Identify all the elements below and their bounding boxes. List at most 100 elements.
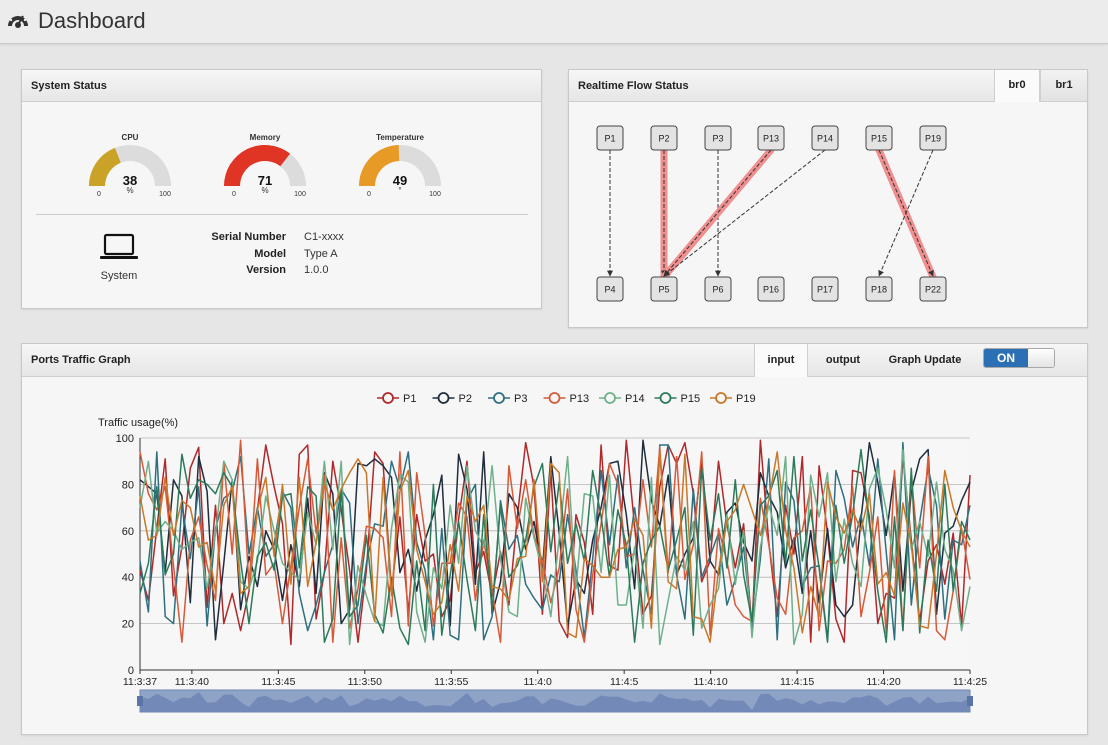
legend-label-p19: P19 <box>736 393 756 405</box>
port-box-p4 <box>596 276 624 302</box>
tab-input[interactable]: input <box>754 344 808 377</box>
version-value: 1.0.0 <box>304 264 329 276</box>
gauge-min: 0 <box>232 191 236 198</box>
graph-update-label: Graph Update <box>888 354 962 366</box>
port-label-p4: P4 <box>604 285 615 295</box>
x-tick-label: 11:3:37 <box>123 676 157 688</box>
x-tick-label: 11:3:55 <box>434 676 468 688</box>
port-box-p3 <box>704 125 732 151</box>
gauge-min: 0 <box>97 191 101 198</box>
toggle-knob[interactable] <box>1028 349 1054 367</box>
port-box-p18 <box>865 276 893 302</box>
legend-marker-p14 <box>604 392 616 404</box>
serial-number-value: C1-xxxx <box>304 231 344 243</box>
x-tick-label: 11:4:25 <box>953 676 987 688</box>
model-value: Type A <box>304 248 338 260</box>
y-tick-label: 80 <box>122 479 134 491</box>
cpu-gauge-label: CPU <box>121 133 139 142</box>
traffic-header: Ports Traffic Graph input output Graph U… <box>22 344 1087 377</box>
flow-arrow-P14-P5 <box>663 149 826 277</box>
port-label-p5: P5 <box>658 285 669 295</box>
legend-label-p14: P14 <box>625 393 645 405</box>
model-key: Model <box>254 248 286 260</box>
legend-label-p2: P2 <box>459 393 472 405</box>
y-axis-label: Traffic usage(%) <box>98 417 178 429</box>
tab-output[interactable]: output <box>825 354 861 366</box>
port-box-p5 <box>650 276 678 302</box>
x-tick-label: 11:3:50 <box>348 676 382 688</box>
port-label-p13: P13 <box>763 134 779 144</box>
gauge-unit: ° <box>398 186 401 195</box>
traffic-chart: 0 20 40 60 80 100 Traffic usage(%) 11:3:37 11:3:… <box>98 392 987 713</box>
series-line-p19 <box>139 451 971 643</box>
port-label-p17: P17 <box>817 285 833 295</box>
port-box-p15 <box>865 125 893 151</box>
gauge-value: 71 <box>258 173 272 188</box>
port-label-p16: P16 <box>763 285 779 295</box>
x-tick-label: 11:4:10 <box>693 676 727 688</box>
flow-arrow-P13-P5 <box>663 149 772 277</box>
legend-marker-p3 <box>493 392 505 404</box>
flow-diagram: P1 P2 P3 P13 P14 P15 P19 P4 P5 P6 P16 P17 P18 P22 <box>596 125 947 302</box>
series-line-p14 <box>139 448 971 646</box>
port-label-p22: P22 <box>925 285 941 295</box>
port-label-p1: P1 <box>604 134 615 144</box>
legend-label-p15: P15 <box>681 393 701 405</box>
memory-gauge-label: Memory <box>249 133 281 142</box>
system-status-panel: System Status CPU 38% 0 100 Memory 71% 0 100… <box>21 69 542 309</box>
dashboard-gauge-icon <box>8 12 28 28</box>
zoom-slider-preview <box>140 692 970 712</box>
divider <box>36 214 528 215</box>
gauge-max: 100 <box>429 191 441 198</box>
gauge-unit: % <box>126 186 133 195</box>
memory-gauge: 71% 0 100 <box>224 145 306 198</box>
system-status-header: System Status <box>22 70 541 102</box>
legend-marker-p19 <box>715 392 727 404</box>
zoom-handle-right <box>967 696 973 706</box>
x-tick-label: 11:4:5 <box>610 676 639 688</box>
port-label-p3: P3 <box>712 134 723 144</box>
port-label-p18: P18 <box>871 285 887 295</box>
port-box-p16 <box>757 276 785 302</box>
device-label: System <box>100 270 138 282</box>
port-label-p15: P15 <box>871 134 887 144</box>
flow-status-header: Realtime Flow Status br0 br1 <box>569 70 1087 102</box>
flow-arrow-P19-P18 <box>878 149 934 277</box>
traffic-title: Ports Traffic Graph <box>31 354 131 366</box>
system-status-title: System Status <box>31 80 107 92</box>
legend-marker-p15 <box>659 392 672 404</box>
gauge-fill <box>359 145 400 186</box>
flow-status-panel: Realtime Flow Status br0 br1 P1 P2 P3 P13 P1… <box>568 69 1088 328</box>
temperature-gauge-label: Temperature <box>376 133 424 142</box>
x-tick-label: 11:4:20 <box>866 676 900 688</box>
gauge-fill <box>224 145 291 186</box>
gauge-value: 38 <box>123 173 137 188</box>
legend-label-p13: P13 <box>570 393 590 405</box>
gauge-fill <box>89 147 121 186</box>
port-label-p19: P19 <box>925 134 941 144</box>
serial-number-key: Serial Number <box>211 231 286 243</box>
series-line-p15 <box>139 448 971 646</box>
graph-update-toggle[interactable]: ON <box>983 348 1055 368</box>
port-box-p22 <box>919 276 947 302</box>
x-tick-label: 11:3:45 <box>261 676 295 688</box>
legend-marker-p2 <box>437 392 450 404</box>
legend-label-p3: P3 <box>514 393 527 405</box>
legend-marker-p1 <box>382 392 394 404</box>
tab-br0[interactable]: br0 <box>994 70 1040 102</box>
gauge-max: 100 <box>294 191 306 198</box>
y-tick-label: 20 <box>122 619 134 631</box>
gauge-min: 0 <box>367 191 371 198</box>
port-label-p2: P2 <box>658 134 669 144</box>
port-box-p17 <box>811 276 839 302</box>
gauge-value: 49 <box>393 173 407 188</box>
port-box-p13 <box>757 125 785 151</box>
tab-br1[interactable]: br1 <box>1040 70 1087 101</box>
port-label-p6: P6 <box>712 285 723 295</box>
y-tick-label: 0 <box>128 665 134 677</box>
legend-marker-p13 <box>548 392 561 404</box>
port-box-p1 <box>596 125 624 151</box>
gauge-max: 100 <box>159 191 171 198</box>
port-box-p14 <box>811 125 839 151</box>
x-tick-label: 11:4:15 <box>780 676 814 688</box>
